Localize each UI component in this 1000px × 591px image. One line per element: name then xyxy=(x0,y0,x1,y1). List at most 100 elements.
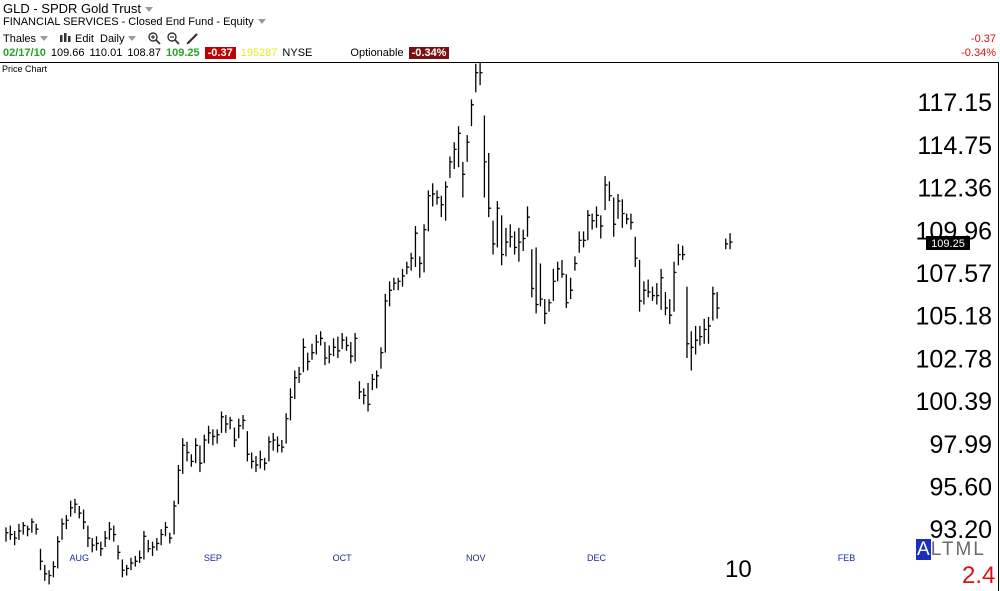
bar-chart-icon xyxy=(60,32,72,45)
ohlc-bar xyxy=(444,181,449,221)
altml-letter[interactable]: T xyxy=(941,539,956,560)
y-tick-label: 93.20 xyxy=(929,516,992,544)
ohlc-bar xyxy=(552,268,556,301)
ohlc-bar xyxy=(65,514,69,530)
ohlc-bar xyxy=(216,429,220,444)
ohlc-bar xyxy=(143,530,147,560)
ohlc-bar xyxy=(13,530,18,546)
ohlc-bar xyxy=(393,277,397,291)
quote-line: 02/17/10 109.66 110.01 108.87 109.25 -0.… xyxy=(3,47,454,59)
ohlc-bar xyxy=(31,518,35,533)
quote-change-pct: -0.34% xyxy=(408,47,450,59)
ohlc-bar xyxy=(307,352,311,371)
ohlc-bar xyxy=(677,243,681,266)
ohlc-bar xyxy=(414,226,418,268)
chevron-down-icon[interactable] xyxy=(144,6,153,12)
ohlc-bar xyxy=(522,229,526,252)
ohlc-bar xyxy=(207,425,211,444)
altml-letter[interactable]: L xyxy=(930,539,942,560)
ohlc-bar xyxy=(358,381,362,400)
ohlc-bar xyxy=(716,292,720,319)
quote-date: 02/17/10 xyxy=(3,47,46,59)
ohlc-bar xyxy=(337,336,341,358)
ohlc-bar xyxy=(397,277,401,291)
ohlc-bar xyxy=(401,268,405,287)
ohlc-bar xyxy=(729,233,733,250)
ohlc-bar xyxy=(74,498,78,514)
ohlc-bar xyxy=(44,564,48,581)
ohlc-bar xyxy=(52,561,56,578)
ohlc-bar xyxy=(591,213,595,230)
ohlc-bar xyxy=(100,541,104,556)
source-selector[interactable]: Thales xyxy=(3,33,54,45)
ohlc-bar xyxy=(246,431,250,462)
ohlc-bar xyxy=(578,231,582,253)
ohlc-bar xyxy=(500,215,505,266)
ohlc-bar xyxy=(380,347,384,369)
ohlc-bar xyxy=(203,434,207,464)
quote-exchange: NYSE xyxy=(282,47,313,59)
zoom-out-icon xyxy=(167,32,181,45)
altml-letter[interactable]: M xyxy=(955,539,974,560)
category-line: FINANCIAL SERVICES - Closed End Fund - E… xyxy=(3,16,272,28)
zoom-out-button[interactable] xyxy=(167,32,181,45)
ohlc-bar xyxy=(690,331,694,371)
toolbar: Thales Edit Daily xyxy=(3,32,205,45)
zoom-in-button[interactable] xyxy=(148,32,162,45)
draw-button[interactable] xyxy=(186,32,199,45)
ohlc-bar xyxy=(130,557,134,571)
chart-header: GLD - SPDR Gold Trust FINANCIAL SERVICES… xyxy=(0,0,1000,62)
ohlc-bar xyxy=(462,161,466,198)
ohlc-bar xyxy=(9,525,13,540)
x-month-label: DEC xyxy=(587,553,607,563)
y-tick-label: 117.15 xyxy=(917,89,992,117)
altml-selector[interactable]: ALTML xyxy=(916,539,986,561)
ohlc-bar xyxy=(423,224,427,273)
ohlc-bar xyxy=(350,341,354,364)
x-month-label: FEB xyxy=(838,553,856,563)
ohlc-bar xyxy=(651,286,655,301)
altml-letter[interactable]: A xyxy=(916,539,931,560)
ohlc-bar xyxy=(561,259,565,278)
ohlc-bar xyxy=(294,370,298,400)
altml-letter[interactable]: L xyxy=(973,539,986,560)
pencil-icon xyxy=(187,33,199,45)
ohlc-bar xyxy=(26,525,30,537)
chevron-down-icon[interactable] xyxy=(257,19,266,25)
ohlc-bar xyxy=(621,199,625,228)
ohlc-bar xyxy=(406,261,410,275)
ohlc-bar xyxy=(138,550,143,564)
ohlc-bar xyxy=(108,522,112,540)
period-selector[interactable]: Daily xyxy=(100,33,142,45)
ohlc-bar xyxy=(419,256,423,278)
x-month-label: OCT xyxy=(333,553,353,563)
price-chart[interactable]: 117.15114.75112.36109.96107.57105.18102.… xyxy=(0,62,998,590)
ohlc-bar xyxy=(328,345,332,364)
y-tick-label: 105.18 xyxy=(916,303,992,331)
ohlc-bar xyxy=(117,545,121,560)
ohlc-bar xyxy=(147,539,151,553)
ohlc-bar xyxy=(725,238,729,250)
ohlc-bar xyxy=(707,316,711,344)
x-month-label: SEP xyxy=(204,553,222,563)
ohlc-bar xyxy=(268,436,272,462)
ohlc-bar xyxy=(703,318,707,344)
ohlc-bar xyxy=(509,224,513,248)
quote-open: 109.66 xyxy=(50,47,85,59)
ohlc-bar xyxy=(233,427,237,448)
quote-volume: 195287 xyxy=(240,47,278,59)
ohlc-bar xyxy=(220,411,224,433)
ohlc-bar xyxy=(617,193,621,219)
ohlc-bar xyxy=(367,382,371,412)
ohlc-bar xyxy=(255,456,259,473)
ohlc-bar xyxy=(95,536,99,551)
ohlc-bar xyxy=(483,115,487,198)
edit-button[interactable]: Edit xyxy=(60,32,94,45)
ohlc-bar xyxy=(345,336,349,351)
quote-change: -0.37 xyxy=(204,47,236,59)
symbol-title-text: GLD - SPDR Gold Trust xyxy=(3,1,141,16)
ohlc-bar xyxy=(427,190,431,232)
ohlc-bar xyxy=(229,416,233,430)
ohlc-bar xyxy=(82,509,86,530)
ohlc-bar xyxy=(61,518,65,540)
